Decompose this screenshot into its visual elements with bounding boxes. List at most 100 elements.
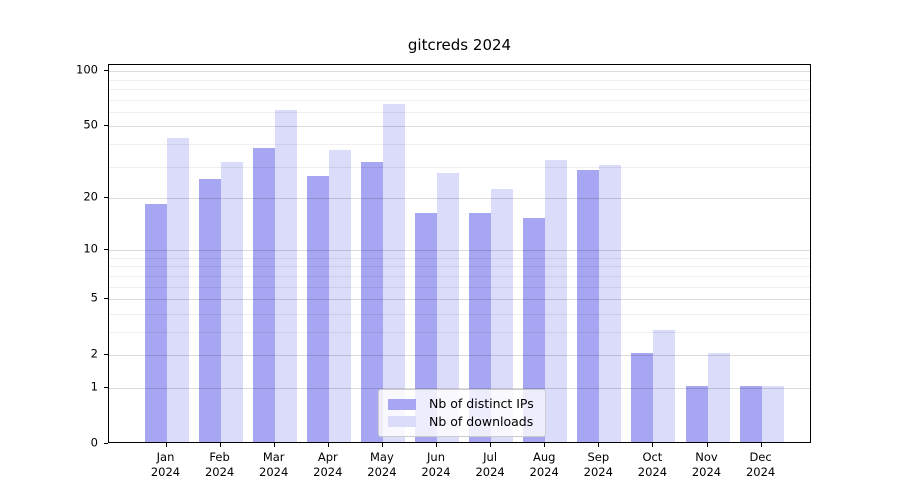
bar-distinct-ips-apr: [306, 175, 329, 442]
legend: Nb of distinct IPs Nb of downloads: [378, 389, 546, 437]
x-tick-label-jan: Jan 2024: [138, 450, 194, 480]
bar-distinct-ips-sep: [577, 169, 600, 442]
x-tick-label-mar: Mar 2024: [246, 450, 302, 480]
y-tick-mark-1: [104, 387, 108, 388]
x-tick-mark-aug: [544, 443, 546, 447]
x-tick-label-year: 2024: [204, 465, 235, 479]
x-tick-mark-jun: [436, 443, 437, 447]
x-tick-label-oct: Oct 2024: [624, 450, 680, 480]
gridline-minor-3: [109, 332, 810, 333]
x-tick-label-month: Feb: [209, 450, 230, 464]
y-tick-mark-50: [104, 125, 108, 127]
y-tick-mark-100: [104, 70, 108, 72]
x-tick-mark-dec: [760, 443, 762, 447]
gridline-major-5: [109, 299, 810, 301]
x-tick-label-year: 2024: [150, 465, 181, 479]
gridline-minor-90: [109, 79, 810, 81]
x-tick-label-may: May 2024: [354, 450, 410, 480]
x-tick-label-jul: Jul 2024: [462, 450, 518, 480]
gridline-major-20: [109, 198, 810, 200]
x-tick-mark-mar: [273, 443, 275, 447]
gridline-minor-40: [109, 143, 810, 145]
y-tick-label-20: 20: [83, 189, 98, 204]
legend-entry-distinct-ips: Nb of distinct IPs: [388, 396, 536, 411]
x-tick-label-apr: Apr 2024: [300, 450, 356, 480]
x-tick-label-month: Sep: [587, 450, 610, 464]
x-tick-mark-sep: [598, 443, 600, 447]
x-tick-label-year: 2024: [421, 465, 451, 479]
x-tick-mark-may: [381, 443, 383, 447]
bar-downloads-nov: [707, 353, 730, 442]
gridline-major-100: [109, 71, 810, 73]
bar-distinct-ips-jul: [469, 213, 492, 442]
x-tick-label-month: Mar: [262, 450, 285, 464]
bar-distinct-ips-dec: [739, 386, 762, 442]
y-tick-mark-2: [104, 354, 108, 356]
x-tick-label-month: Jun: [427, 450, 445, 464]
bar-downloads-dec: [761, 386, 784, 442]
x-tick-label-feb: Feb 2024: [192, 450, 248, 480]
x-tick-label-year: 2024: [637, 465, 668, 479]
bar-distinct-ips-oct: [631, 353, 654, 442]
x-tick-label-month: Apr: [317, 450, 338, 464]
x-tick-mark-jan: [165, 443, 167, 447]
bars-layer: [109, 65, 810, 442]
y-tick-mark-10: [104, 249, 108, 251]
x-tick-label-month: Nov: [695, 450, 718, 464]
y-tick-label-50: 50: [83, 117, 98, 132]
x-tick-mark-jul: [490, 443, 492, 447]
y-tick-label-5: 5: [90, 290, 98, 305]
x-tick-label-month: May: [370, 450, 394, 464]
bar-distinct-ips-may: [360, 162, 383, 442]
bar-downloads-feb: [220, 162, 243, 442]
gridline-minor-9: [109, 257, 810, 259]
x-tick-mark-oct: [652, 443, 654, 447]
gridline-major-2: [109, 355, 810, 357]
y-tick-mark-20: [104, 197, 108, 199]
x-tick-label-nov: Nov 2024: [679, 450, 735, 480]
legend-label-distinct-ips: Nb of distinct IPs: [429, 396, 534, 411]
gridline-minor-8: [109, 266, 810, 268]
y-tick-mark-5: [104, 298, 108, 300]
gridline-minor-30: [109, 166, 810, 168]
gridlines-layer: [109, 65, 810, 442]
bar-distinct-ips-aug: [523, 218, 546, 442]
legend-swatch-downloads: [388, 416, 416, 428]
bar-downloads-jul: [491, 188, 514, 442]
gridline-major-10: [109, 250, 810, 252]
x-tick-label-year: 2024: [583, 465, 613, 479]
chart-title: gitcreds 2024: [407, 36, 512, 54]
bar-downloads-jun: [437, 172, 459, 442]
legend-label-downloads: Nb of downloads: [429, 413, 534, 429]
x-tick-label-aug: Aug 2024: [516, 450, 572, 480]
x-tick-label-year: 2024: [691, 465, 722, 479]
bar-downloads-may: [382, 103, 405, 442]
gridline-major-1: [109, 388, 810, 389]
gridline-minor-80: [109, 88, 810, 90]
x-tick-label-year: 2024: [745, 465, 776, 479]
bar-distinct-ips-jan: [144, 204, 167, 442]
bar-distinct-ips-jun: [415, 213, 437, 442]
bar-distinct-ips-feb: [198, 178, 221, 442]
x-tick-label-dec: Dec 2024: [733, 450, 789, 480]
x-tick-label-month: Jul: [483, 450, 498, 464]
x-tick-label-year: 2024: [529, 465, 559, 479]
bar-downloads-sep: [599, 164, 622, 442]
gridline-minor-6: [109, 286, 810, 288]
gridline-minor-60: [109, 111, 810, 113]
x-tick-label-year: 2024: [259, 465, 289, 479]
y-tick-label-100: 100: [76, 62, 98, 77]
x-tick-label-jun: Jun 2024: [408, 450, 464, 480]
bar-distinct-ips-nov: [685, 386, 708, 442]
bar-downloads-oct: [653, 330, 676, 442]
legend-swatch-distinct-ips: [388, 398, 416, 410]
y-tick-label-0: 0: [90, 435, 98, 450]
bar-downloads-apr: [328, 150, 351, 442]
x-tick-mark-apr: [327, 443, 329, 447]
plot-area: [108, 64, 811, 443]
y-tick-mark-0: [104, 443, 108, 444]
x-tick-label-year: 2024: [313, 465, 343, 479]
x-tick-label-month: Dec: [749, 450, 772, 464]
x-tick-mark-nov: [706, 443, 708, 447]
